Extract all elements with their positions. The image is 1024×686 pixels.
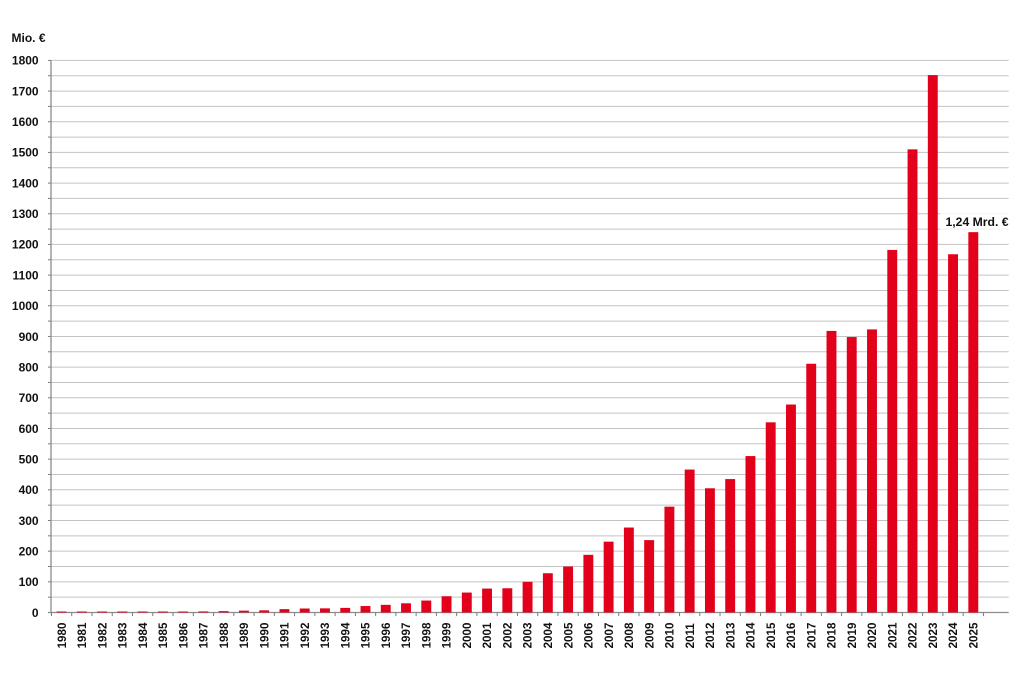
svg-text:2025: 2025 [967,622,980,648]
svg-text:1998: 1998 [420,622,433,648]
svg-text:2017: 2017 [805,623,818,649]
svg-text:Mio. €: Mio. € [12,31,46,45]
svg-text:1200: 1200 [12,238,39,252]
svg-text:2011: 2011 [684,623,697,649]
svg-text:2021: 2021 [886,622,899,648]
svg-text:1989: 1989 [238,622,251,648]
svg-text:600: 600 [19,422,39,436]
svg-text:1000: 1000 [12,299,39,313]
svg-text:0: 0 [32,606,39,620]
svg-text:1980: 1980 [56,623,69,649]
svg-text:1400: 1400 [12,176,39,190]
svg-text:2019: 2019 [846,622,859,648]
svg-text:1600: 1600 [12,115,39,129]
svg-text:2008: 2008 [623,622,636,648]
svg-text:800: 800 [19,360,39,374]
svg-text:2003: 2003 [522,622,535,648]
svg-text:2006: 2006 [583,622,596,648]
svg-text:400: 400 [19,483,39,497]
svg-text:1984: 1984 [137,622,150,648]
svg-text:2002: 2002 [501,623,514,649]
svg-text:2024: 2024 [947,622,960,648]
svg-text:2014: 2014 [745,622,758,648]
svg-text:1300: 1300 [12,207,39,221]
svg-text:2000: 2000 [461,623,474,649]
svg-text:2009: 2009 [643,622,656,648]
svg-text:1987: 1987 [198,623,211,649]
svg-text:2010: 2010 [664,623,677,649]
svg-text:1983: 1983 [117,622,130,648]
svg-text:1990: 1990 [258,623,271,649]
svg-text:2020: 2020 [866,623,879,649]
svg-text:2018: 2018 [826,622,839,648]
svg-text:1,24 Mrd. €: 1,24 Mrd. € [946,215,1009,229]
svg-text:100: 100 [19,575,39,589]
svg-text:700: 700 [19,391,39,405]
svg-text:1985: 1985 [157,622,170,648]
svg-text:1997: 1997 [400,623,413,649]
svg-text:2005: 2005 [562,622,575,648]
svg-text:1981: 1981 [76,622,89,648]
svg-text:1700: 1700 [12,84,39,98]
svg-text:1999: 1999 [441,622,454,648]
svg-text:2016: 2016 [785,622,798,648]
svg-text:1996: 1996 [380,622,393,648]
svg-text:1995: 1995 [360,622,373,648]
svg-text:300: 300 [19,514,39,528]
svg-text:2004: 2004 [542,622,555,648]
svg-text:1993: 1993 [319,622,332,648]
svg-text:2001: 2001 [481,622,494,648]
svg-text:1800: 1800 [12,54,39,68]
svg-text:2022: 2022 [907,623,920,649]
svg-text:500: 500 [19,452,39,466]
svg-text:1992: 1992 [299,623,312,649]
svg-text:900: 900 [19,330,39,344]
svg-text:1988: 1988 [218,622,231,648]
svg-text:1100: 1100 [13,268,39,282]
svg-text:200: 200 [19,544,39,558]
svg-text:1986: 1986 [177,622,190,648]
svg-text:2023: 2023 [927,622,940,648]
svg-text:2015: 2015 [765,622,778,648]
svg-text:2013: 2013 [724,622,737,648]
svg-text:1991: 1991 [279,622,292,648]
svg-text:2007: 2007 [603,623,616,649]
svg-text:1982: 1982 [96,623,109,649]
svg-text:2012: 2012 [704,623,717,649]
svg-text:1500: 1500 [12,146,39,160]
svg-text:1994: 1994 [339,622,352,648]
